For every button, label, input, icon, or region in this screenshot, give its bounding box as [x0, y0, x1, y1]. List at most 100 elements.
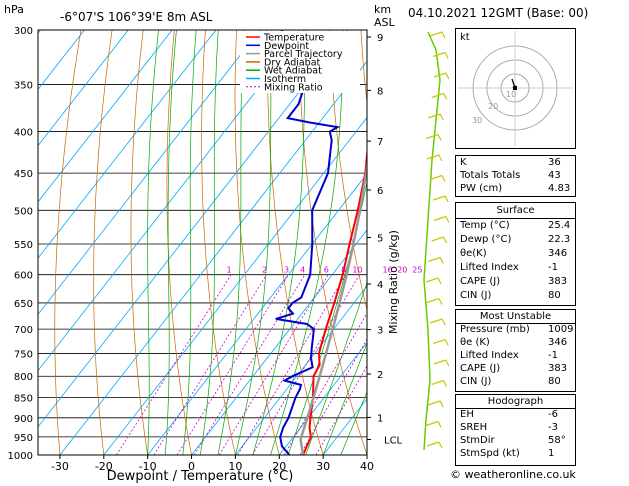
isotherm-line	[59, 60, 367, 455]
mixing-ratio-line	[299, 338, 367, 455]
isotherm-line	[38, 30, 348, 428]
legend-entry: Dry Adiabat	[264, 57, 321, 68]
pressure-tick-300: 300	[14, 26, 33, 37]
wind-barb	[431, 92, 448, 100]
mixing-ratio-label: 4	[300, 266, 305, 275]
wind-barb	[429, 31, 446, 39]
pressure-tick-850: 850	[14, 394, 33, 405]
km-tick-label: 8	[377, 86, 383, 97]
location-title: -6°07'S 106°39'E 8m ASL	[60, 10, 213, 24]
mu-lifted-index-label: Lifted Index	[460, 350, 519, 361]
eh-value: -6	[548, 409, 558, 420]
dry-adiabat-line	[54, 30, 82, 455]
surface-temp-value: 25.4	[548, 220, 571, 231]
dry-adiabat-line	[166, 30, 192, 455]
wind-barb	[425, 420, 442, 428]
km-tick-label: 3	[377, 326, 383, 337]
km-tick-label: LCL	[384, 435, 403, 446]
totals-totals-value: 43	[548, 170, 561, 181]
temperature-series	[302, 145, 367, 455]
mixing-ratio-label: 16	[382, 266, 392, 275]
wind-barb	[431, 236, 448, 244]
wet-adiabat-line	[252, 30, 306, 455]
eh-label: EH	[460, 409, 474, 420]
mu-cape-label: CAPE (J)	[460, 363, 501, 374]
mixing-ratio-label: 3	[284, 266, 289, 275]
pressure-tick-950: 950	[14, 433, 33, 444]
temp-tick-label: -10	[139, 460, 157, 473]
km-label: km	[374, 3, 391, 16]
legend-entry: Dewpoint	[264, 41, 309, 52]
mixing-ratio-line	[176, 274, 289, 455]
plot-frame	[37, 29, 368, 456]
x-axis-label: Dewpoint / Temperature (°C)	[107, 469, 294, 484]
isotherm-line	[103, 116, 367, 455]
surface-title: Surface	[496, 205, 535, 216]
mixing-ratio-label: 1	[227, 266, 232, 275]
wind-barb	[432, 51, 449, 59]
mixing-ratio-label: 10	[352, 266, 362, 275]
mixing-ratio-line	[315, 365, 367, 455]
wind-barb	[426, 441, 443, 449]
pressure-tick-500: 500	[14, 206, 33, 217]
legend-entry: Temperature	[263, 33, 324, 44]
wet-adiabat-line	[322, 342, 367, 455]
temp-tick-label: 10	[228, 460, 242, 473]
mu-pressure-label: Pressure (mb)	[460, 324, 530, 335]
hodograph-storm-marker	[513, 86, 517, 90]
hodograph-unit: kt	[460, 32, 470, 43]
dry-adiabat-line	[579, 30, 629, 455]
pressure-tick-650: 650	[14, 299, 33, 310]
temp-tick-label: 40	[360, 460, 374, 473]
dewpoint-series	[275, 30, 341, 455]
isotherm-line	[278, 341, 367, 455]
temp-tick-label: -30	[51, 460, 69, 473]
mixing-ratio-line	[193, 274, 306, 455]
wind-barb	[426, 297, 443, 305]
surface-cin-label: CIN (J)	[460, 290, 492, 301]
surface-dewp-label: Dewp (°C)	[460, 234, 512, 245]
mu-cape-value: 383	[548, 363, 568, 374]
surface-temp-label: Temp (°C)	[460, 220, 510, 231]
pressure-tick-450: 450	[14, 169, 33, 180]
k-index-label: K	[460, 157, 467, 168]
wind-barb	[433, 359, 450, 367]
km-tick-label: 7	[377, 137, 383, 148]
pressure-tick-1000: 1000	[8, 451, 33, 462]
pressure-tick-700: 700	[14, 325, 33, 336]
sreh-value: -3	[548, 422, 558, 433]
hodograph-plot: kt 10 20 30	[458, 31, 573, 146]
wind-barb	[433, 215, 450, 223]
hodograph-stats-title: Hodograph	[487, 396, 544, 407]
km-tick-label: 6	[377, 186, 383, 197]
wet-adiabat-line	[305, 281, 367, 455]
hodograph: kt 10 20 30	[455, 28, 576, 149]
mixing-ratio-label: 20	[397, 266, 407, 275]
totals-totals-label: Totals Totals	[460, 170, 521, 181]
mixing-ratio-axis-label: Mixing Ratio (g/kg)	[387, 230, 400, 334]
mu-theta-e-value: 346	[548, 337, 568, 348]
wind-barb	[427, 256, 444, 264]
wind-barb	[425, 277, 442, 285]
sreh-label: SREH	[460, 422, 488, 433]
wet-adiabat-line	[217, 30, 244, 455]
surface-panel: Surface Temp (°C) 25.4 Dewp (°C) 22.3 θe(K…	[455, 202, 576, 306]
pw-label: PW (cm)	[460, 183, 503, 194]
wind-barb	[427, 400, 444, 408]
wet-adiabat-line	[199, 30, 219, 455]
dry-adiabat-line	[234, 30, 280, 455]
dry-adiabat-line	[130, 30, 149, 455]
wet-adiabat-line	[287, 180, 367, 455]
surface-cape-label: CAPE (J)	[460, 276, 501, 287]
hodograph-stats-panel: Hodograph EH -6 SREH -3 StmDir 58° StmSpd (…	[455, 394, 576, 466]
isotherm-line	[38, 30, 261, 316]
mu-cin-label: CIN (J)	[460, 376, 492, 387]
mixing-ratio-line	[218, 274, 329, 455]
surface-cape-value: 383	[548, 276, 568, 287]
wind-profile-line	[423, 31, 441, 451]
isotherm-line	[147, 173, 367, 455]
dry-adiabat-line	[360, 30, 367, 106]
surface-cin-value: 80	[548, 290, 561, 301]
wet-adiabat-line	[340, 391, 367, 455]
